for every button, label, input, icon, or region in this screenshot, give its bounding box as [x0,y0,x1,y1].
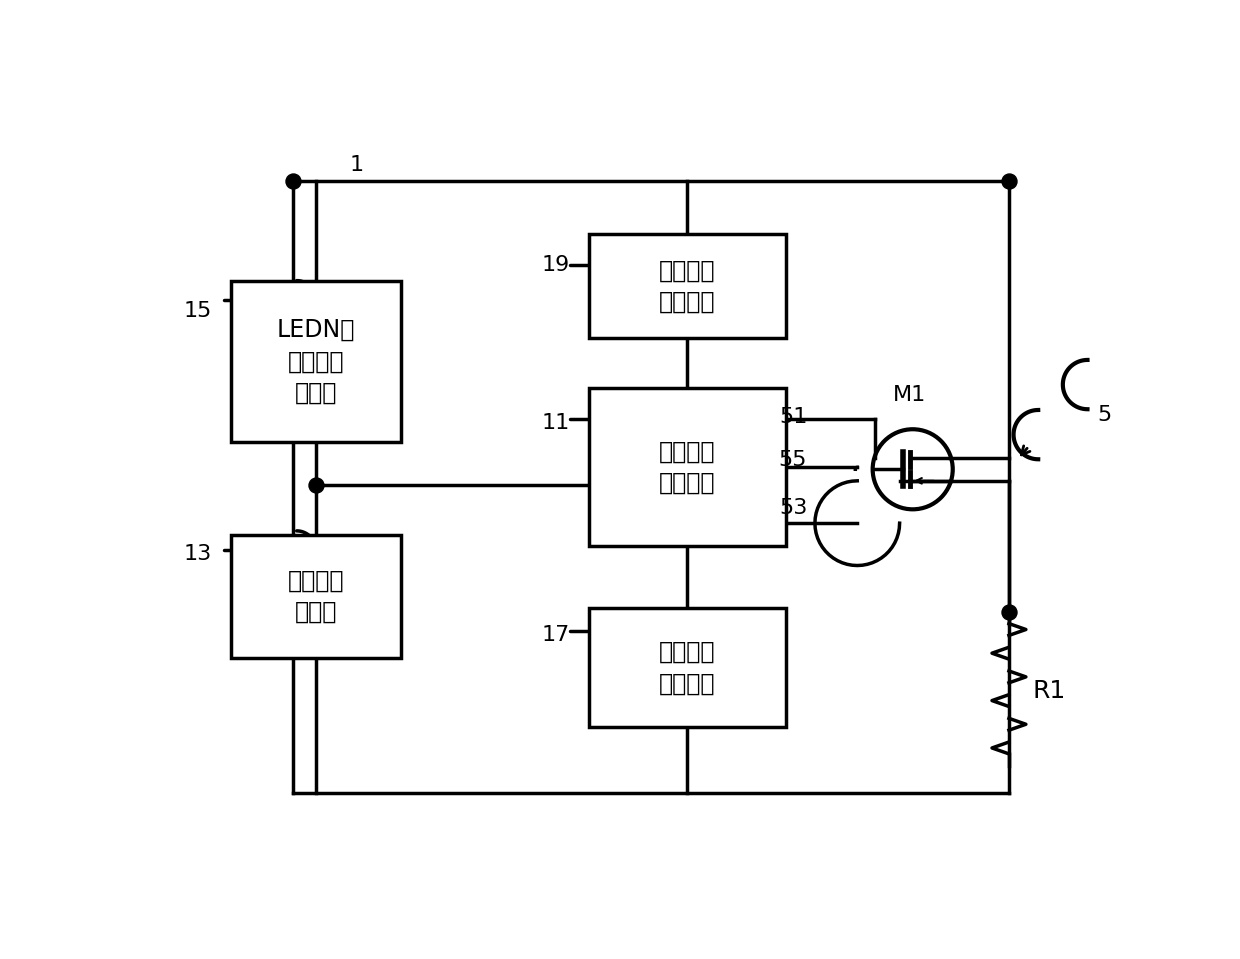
Bar [231,281,401,442]
Text: 15: 15 [184,301,212,321]
Text: 5: 5 [1097,406,1112,426]
Text: 电流纹波
控制模块: 电流纹波 控制模块 [660,439,715,495]
Text: 1: 1 [350,155,363,175]
Bar [589,234,786,339]
Text: 17: 17 [542,625,570,644]
Bar [589,608,786,727]
Bar [589,388,786,547]
Text: R1: R1 [1032,679,1065,703]
Text: 19: 19 [542,255,570,275]
Text: 11: 11 [542,413,570,433]
Text: 53: 53 [779,498,807,518]
Text: LEDN电
位检测响
应模块: LEDN电 位检测响 应模块 [277,317,355,405]
Text: 55: 55 [779,450,807,470]
Text: M1: M1 [893,386,926,406]
Text: 低环路响
应模块: 低环路响 应模块 [288,569,345,624]
Text: 调光快速
响应模块: 调光快速 响应模块 [660,259,715,315]
Text: 51: 51 [779,407,807,427]
Text: 13: 13 [184,544,212,564]
Text: 启动快速
响应模块: 启动快速 响应模块 [660,640,715,695]
Bar [231,535,401,658]
